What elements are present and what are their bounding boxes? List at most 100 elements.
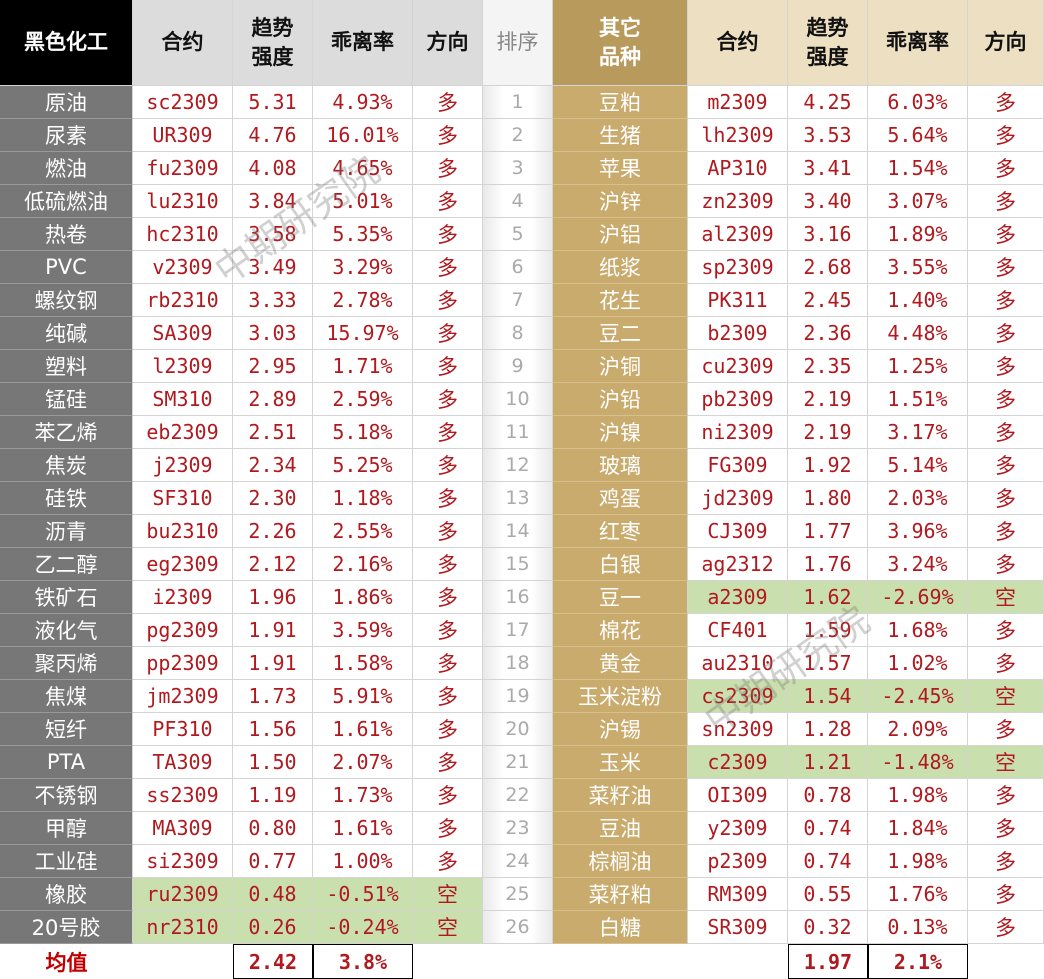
table-cell: 3.96% [868,515,968,548]
table-cell: 多 [968,779,1044,812]
table-cell: 多 [968,284,1044,317]
table-cell: 1.61% [313,713,413,746]
table-cell: 0.48 [233,878,313,911]
table-cell: 1.77 [788,515,868,548]
table-cell: 花生 [553,284,688,317]
table-cell: 多 [413,746,483,779]
table-cell: eb2309 [133,416,233,449]
table-cell: 多 [413,713,483,746]
table-cell: 3.59% [313,614,413,647]
table-cell: 1.91 [233,647,313,680]
table-cell: 3 [483,152,553,185]
table-cell: 多 [413,581,483,614]
table-cell: 苯乙烯 [0,416,133,449]
header-cell: 黑色化工 [0,0,133,86]
table-cell: 多 [968,383,1044,416]
table-cell: 多 [968,614,1044,647]
table-cell: 2.09% [868,713,968,746]
table-cell: 3.17% [868,416,968,449]
table-cell: 焦炭 [0,449,133,482]
table-cell: AP310 [688,152,788,185]
table-cell: 6.03% [868,86,968,119]
table-cell: 多 [413,614,483,647]
table-cell: MA309 [133,812,233,845]
table-cell: 0.80 [233,812,313,845]
table-cell: 5.01% [313,185,413,218]
table-cell: 1.28 [788,713,868,746]
table-cell: 多 [413,86,483,119]
table-cell: 1.61% [313,812,413,845]
table-cell: 多 [413,251,483,284]
table-cell: 2.45 [788,284,868,317]
table-cell: l2309 [133,350,233,383]
table-cell: 3.40 [788,185,868,218]
table-cell: 1.98% [868,845,968,878]
table-cell: 1.73 [233,680,313,713]
table-cell: 3.24% [868,548,968,581]
table-cell: 1.89% [868,218,968,251]
table-cell: 7 [483,284,553,317]
table-cell: 苹果 [553,152,688,185]
table-cell: 2.30 [233,482,313,515]
table-cell: 多 [413,515,483,548]
table-cell: 不锈钢 [0,779,133,812]
header-cell: 方向 [968,0,1044,86]
table-cell: -2.45% [868,680,968,713]
table-cell: 多 [413,218,483,251]
table-cell: 多 [413,482,483,515]
header-cell: 其它品种 [553,0,688,86]
table-cell: 1.76 [788,548,868,581]
table-cell: 20号胶 [0,911,133,944]
table-cell: 纯碱 [0,317,133,350]
header-cell: 方向 [413,0,483,86]
table-cell: 0.26 [233,911,313,944]
table-cell: 2.36 [788,317,868,350]
table-cell: PK311 [688,284,788,317]
table-cell: 1.50 [233,746,313,779]
table-cell: 2.51 [233,416,313,449]
table-cell: 多 [968,317,1044,350]
table-cell: 2.12 [233,548,313,581]
table-cell: 1.02% [868,647,968,680]
table-cell: 2.78% [313,284,413,317]
table-cell: 多 [968,911,1044,944]
table-cell: bu2310 [133,515,233,548]
header-cell: 乖离率 [313,0,413,86]
table-cell: 2.68 [788,251,868,284]
table-cell: 3.29% [313,251,413,284]
table-cell: CF401 [688,614,788,647]
footer-value: 2.42 [233,944,313,979]
table-cell: 3.16 [788,218,868,251]
table-cell: ru2309 [133,878,233,911]
table-cell: 0.74 [788,812,868,845]
table-cell: 5.31 [233,86,313,119]
table-cell: si2309 [133,845,233,878]
table-cell: 沪镍 [553,416,688,449]
table-cell: 1.68% [868,614,968,647]
table-cell: 豆二 [553,317,688,350]
table-cell: 棕榈油 [553,845,688,878]
table-cell: RM309 [688,878,788,911]
table-cell: 多 [413,416,483,449]
table-cell: 聚丙烯 [0,647,133,680]
table-cell: 多 [413,185,483,218]
table-cell: 白银 [553,548,688,581]
footer-value: 1.97 [788,944,868,979]
table-cell: b2309 [688,317,788,350]
table-cell: y2309 [688,812,788,845]
table-cell: 2.34 [233,449,313,482]
table-cell: 多 [968,185,1044,218]
table-cell: 焦煤 [0,680,133,713]
table-cell: 2.16% [313,548,413,581]
table-cell: 空 [968,581,1044,614]
table-cell: 沪铜 [553,350,688,383]
table-cell: 多 [968,152,1044,185]
table-cell: 3.33 [233,284,313,317]
footer-label: 均值 [45,950,88,975]
table-cell: 4 [483,185,553,218]
table-cell: 2.26 [233,515,313,548]
table-cell: 2.35 [788,350,868,383]
table-cell: 8 [483,317,553,350]
table-cell: 1.57 [788,647,868,680]
